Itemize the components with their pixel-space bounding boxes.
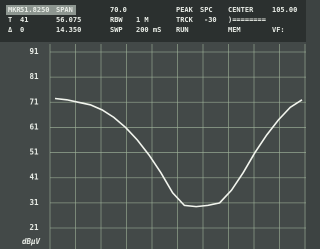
header-text: PEAK xyxy=(176,6,194,14)
header-text: 56.075 xyxy=(56,16,81,24)
header-text: VF: xyxy=(272,26,285,34)
header-text: 41 xyxy=(20,16,28,24)
header-text: RBW xyxy=(110,16,123,24)
y-tick-label: 91 xyxy=(29,47,39,56)
header-text: 70.0 xyxy=(110,6,127,14)
header-text: MEM xyxy=(228,26,241,34)
header-text: SWP xyxy=(110,26,123,34)
header-text: 14.350 xyxy=(56,26,81,34)
header-text: TRCK xyxy=(176,16,194,24)
header-text: T xyxy=(8,16,12,24)
y-tick-label: 21 xyxy=(29,223,39,232)
header-text: SPAN xyxy=(56,6,73,14)
header-text: 1 M xyxy=(136,16,149,24)
header-text: RUN xyxy=(176,26,189,34)
y-axis-label: dBµV xyxy=(22,237,41,246)
header-text: 51.8250 xyxy=(20,6,50,14)
y-tick-label: 71 xyxy=(29,97,39,106)
header-text: -30 xyxy=(204,16,217,24)
header-text: CENTER xyxy=(228,6,254,14)
header-text: 105.00 xyxy=(272,6,297,14)
y-tick-label: 81 xyxy=(29,72,39,81)
header-text: )======== xyxy=(228,16,266,24)
y-tick-label: 51 xyxy=(29,148,39,157)
header-text: 200 mS xyxy=(136,26,161,34)
y-tick-label: 41 xyxy=(29,173,39,182)
y-tick-label: 31 xyxy=(29,198,39,207)
page: {"chart_data": {"type": "line", "annotat… xyxy=(0,0,320,249)
header-text: SPC xyxy=(200,6,213,14)
y-tick-label: 61 xyxy=(29,122,39,131)
header-text: 0 xyxy=(20,26,24,34)
